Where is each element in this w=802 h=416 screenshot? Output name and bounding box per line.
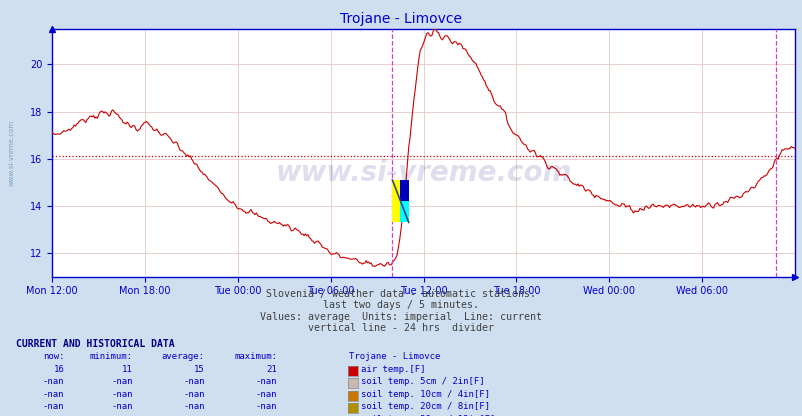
Text: Slovenia / weather data - automatic stations.: Slovenia / weather data - automatic stat…	[266, 289, 536, 299]
Text: soil temp. 20cm / 8in[F]: soil temp. 20cm / 8in[F]	[361, 402, 490, 411]
Bar	[399, 201, 408, 223]
Text: Values: average  Units: imperial  Line: current: Values: average Units: imperial Line: cu…	[260, 312, 542, 322]
Text: 21: 21	[266, 365, 277, 374]
Bar	[392, 180, 408, 223]
Text: CURRENT AND HISTORICAL DATA: CURRENT AND HISTORICAL DATA	[16, 339, 175, 349]
Text: last two days / 5 minutes.: last two days / 5 minutes.	[323, 300, 479, 310]
Text: -nan: -nan	[255, 390, 277, 399]
Text: minimum:: minimum:	[89, 352, 132, 362]
Text: www.si-vreme.com: www.si-vreme.com	[8, 120, 14, 186]
Text: -nan: -nan	[255, 415, 277, 416]
Text: maximum:: maximum:	[233, 352, 277, 362]
Text: 15: 15	[194, 365, 205, 374]
Text: soil temp. 10cm / 4in[F]: soil temp. 10cm / 4in[F]	[361, 390, 490, 399]
Text: -nan: -nan	[43, 402, 64, 411]
Text: -nan: -nan	[183, 415, 205, 416]
Text: -nan: -nan	[43, 415, 64, 416]
Text: soil temp. 30cm / 12in[F]: soil temp. 30cm / 12in[F]	[361, 415, 495, 416]
Text: www.si-vreme.com: www.si-vreme.com	[275, 158, 571, 187]
Text: Trojane - Limovce: Trojane - Limovce	[349, 352, 440, 362]
Text: air temp.[F]: air temp.[F]	[361, 365, 425, 374]
Text: -nan: -nan	[111, 402, 132, 411]
Text: -nan: -nan	[255, 402, 277, 411]
Text: Trojane - Limovce: Trojane - Limovce	[340, 12, 462, 26]
Text: -nan: -nan	[43, 390, 64, 399]
Text: -nan: -nan	[111, 377, 132, 386]
Text: 16: 16	[54, 365, 64, 374]
Text: 11: 11	[122, 365, 132, 374]
Text: average:: average:	[161, 352, 205, 362]
Text: -nan: -nan	[183, 402, 205, 411]
Text: -nan: -nan	[43, 377, 64, 386]
Text: vertical line - 24 hrs  divider: vertical line - 24 hrs divider	[308, 323, 494, 333]
Text: -nan: -nan	[255, 377, 277, 386]
Text: soil temp. 5cm / 2in[F]: soil temp. 5cm / 2in[F]	[361, 377, 484, 386]
Text: -nan: -nan	[183, 377, 205, 386]
Text: -nan: -nan	[183, 390, 205, 399]
Bar	[399, 180, 408, 201]
Text: -nan: -nan	[111, 390, 132, 399]
Text: now:: now:	[43, 352, 64, 362]
Text: -nan: -nan	[111, 415, 132, 416]
